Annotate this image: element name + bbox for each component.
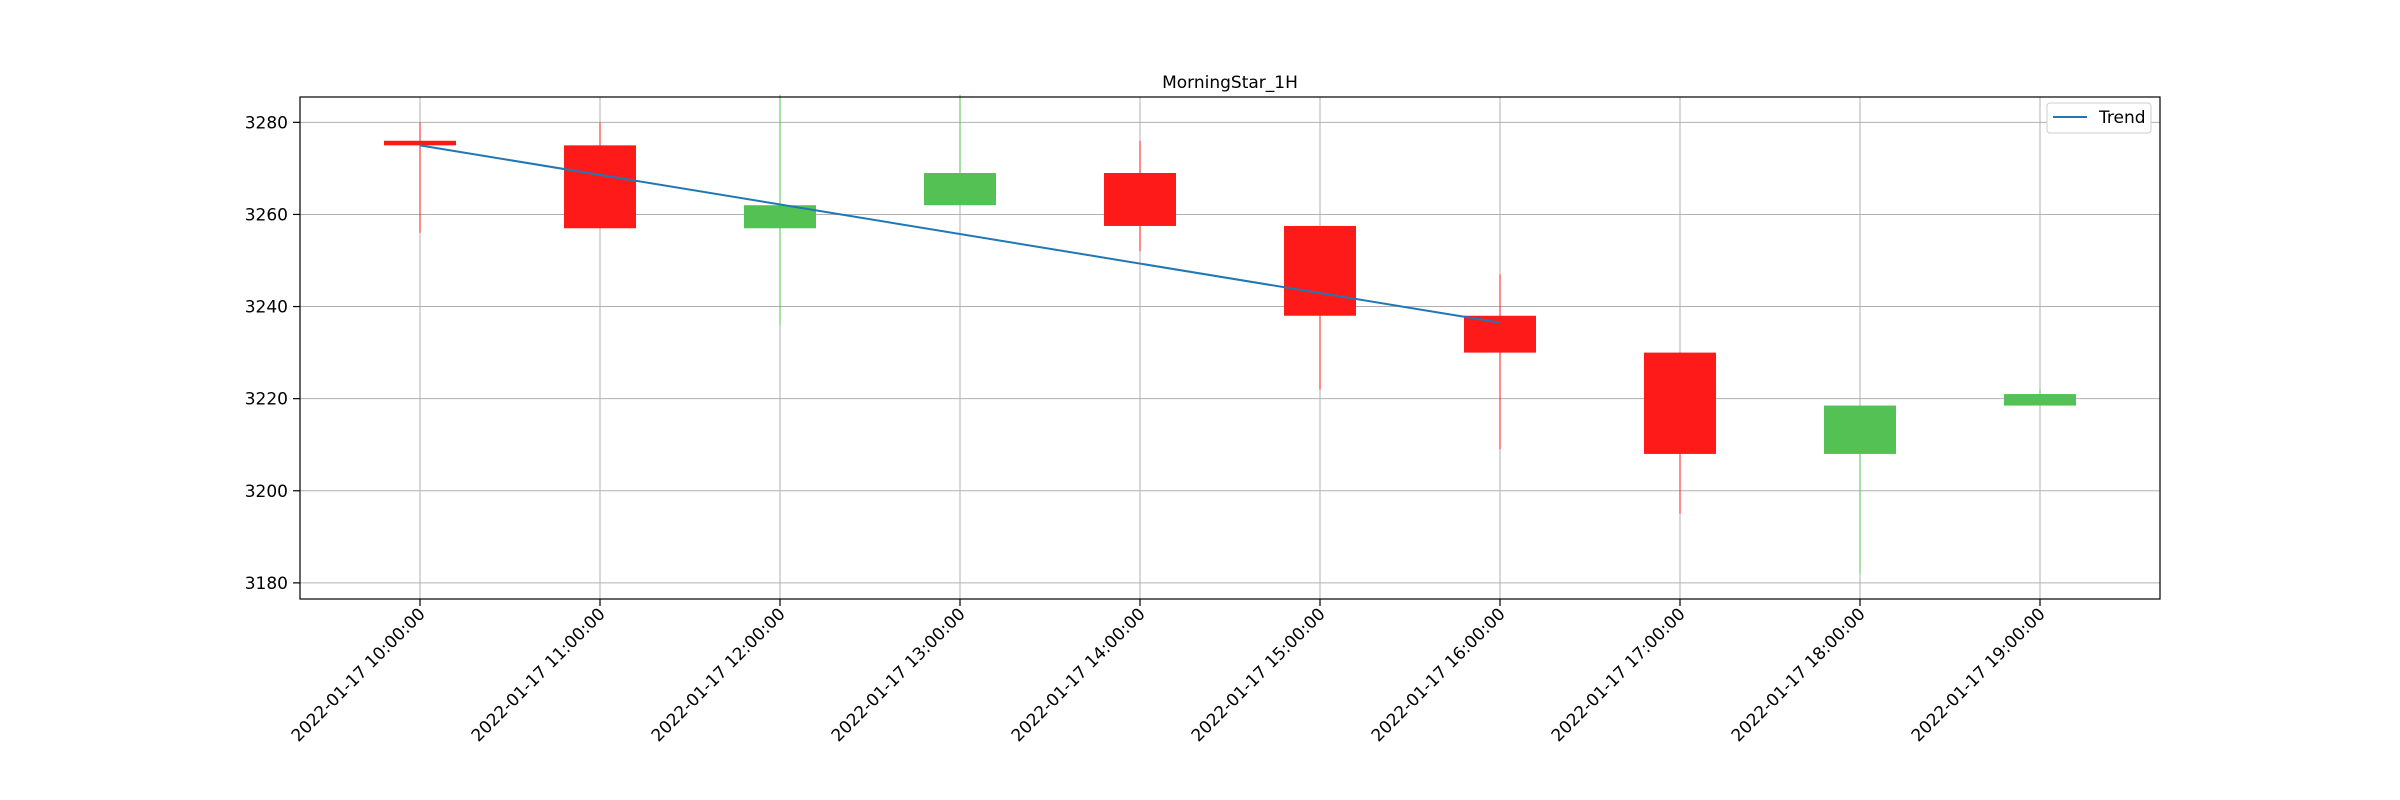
legend-trend-label: Trend bbox=[2098, 108, 2146, 128]
x-tick-label: 2022-01-17 19:00:00 bbox=[1908, 604, 2050, 746]
plot-frame bbox=[299, 96, 2161, 600]
candle-body-down bbox=[1644, 352, 1716, 454]
x-tick-label: 2022-01-17 13:00:00 bbox=[828, 604, 970, 746]
candle-body-down bbox=[384, 140, 456, 146]
candle-body-down bbox=[1464, 315, 1536, 353]
candle-body-up bbox=[1824, 405, 1896, 454]
x-tick-label: 2022-01-17 10:00:00 bbox=[288, 604, 430, 746]
y-tick-label: 3280 bbox=[245, 113, 288, 133]
candle-body-up bbox=[924, 172, 996, 206]
candle-body-down bbox=[1104, 172, 1176, 226]
candles bbox=[384, 94, 2076, 574]
candle-body-down bbox=[564, 145, 636, 229]
legend-box bbox=[2046, 102, 2152, 134]
x-tick-label: 2022-01-17 14:00:00 bbox=[1008, 604, 1150, 746]
y-tick-label: 3180 bbox=[245, 574, 288, 594]
y-tick-label: 3220 bbox=[245, 390, 288, 410]
x-tick-label: 2022-01-17 15:00:00 bbox=[1188, 604, 1330, 746]
candle-body-down bbox=[1284, 225, 1356, 316]
x-tick-label: 2022-01-17 16:00:00 bbox=[1368, 604, 1510, 746]
x-tick-label: 2022-01-17 18:00:00 bbox=[1728, 604, 1870, 746]
y-tick-label: 3260 bbox=[245, 205, 288, 225]
trend-series bbox=[419, 144, 1501, 324]
x-tick-label: 2022-01-17 12:00:00 bbox=[648, 604, 790, 746]
y-tick-label: 3200 bbox=[245, 482, 288, 502]
candle-body-up bbox=[2004, 394, 2076, 406]
x-tick-label: 2022-01-17 17:00:00 bbox=[1548, 604, 1690, 746]
legend: Trend bbox=[2046, 102, 2152, 134]
y-tick-label: 3240 bbox=[245, 298, 288, 318]
trend-line bbox=[419, 144, 1501, 324]
x-tick-label: 2022-01-17 11:00:00 bbox=[468, 604, 610, 746]
chart-title: MorningStar_1H bbox=[1162, 73, 1298, 93]
candle-body-up bbox=[744, 205, 816, 229]
